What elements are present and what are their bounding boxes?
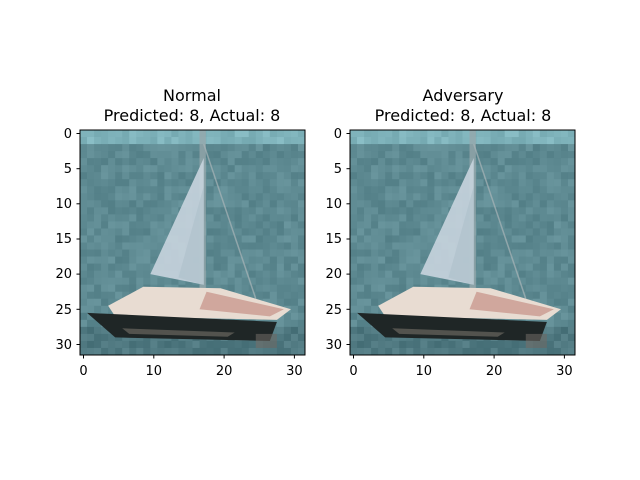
y-tick-label: 25	[325, 303, 342, 318]
y-tick-label: 15	[325, 232, 342, 247]
y-tick-label: 5	[64, 162, 72, 177]
water-background	[350, 130, 576, 356]
sailboat-image	[80, 130, 306, 356]
x-tick-label: 10	[416, 364, 433, 379]
y-tick-label: 10	[325, 197, 342, 212]
stern	[525, 333, 547, 348]
x-tick-label: 30	[286, 364, 303, 379]
y-tick-label: 0	[64, 127, 72, 142]
axes-frame	[349, 129, 576, 356]
hull-pink	[469, 291, 554, 317]
x-tick-label: 20	[216, 364, 233, 379]
y-tick-label: 15	[55, 232, 72, 247]
x-tick-label: 0	[349, 364, 357, 379]
rigging	[203, 143, 257, 299]
stern	[255, 333, 277, 348]
y-tick-label: 0	[334, 127, 342, 142]
y-tick-label: 20	[325, 267, 342, 282]
panel-normal: Normal Predicted: 8, Actual: 8 0 5 10 15…	[55, 86, 306, 379]
rigging	[473, 143, 527, 299]
x-tick-label: 30	[556, 364, 573, 379]
panel-subtitle: Predicted: 8, Actual: 8	[375, 106, 552, 125]
x-axis: 0 10 20 30	[349, 355, 573, 379]
panel-title: Adversary	[423, 86, 504, 105]
y-tick-label: 10	[55, 197, 72, 212]
panel-adversary: Adversary Predicted: 8, Actual: 8 0 5 10…	[325, 86, 576, 379]
panel-title: Normal	[163, 86, 221, 105]
x-tick-label: 0	[79, 364, 87, 379]
x-axis: 0 10 20 30	[79, 355, 303, 379]
hull-waterline	[122, 328, 235, 337]
x-tick-label: 20	[486, 364, 503, 379]
y-tick-label: 25	[55, 303, 72, 318]
hull-waterline	[392, 328, 505, 337]
y-tick-label: 20	[55, 267, 72, 282]
panel-subtitle: Predicted: 8, Actual: 8	[104, 106, 281, 125]
y-tick-label: 5	[334, 162, 342, 177]
hull-pink	[199, 291, 284, 317]
y-axis: 0 5 10 15 20 25 30	[55, 127, 80, 353]
x-tick-label: 10	[146, 364, 163, 379]
y-axis: 0 5 10 15 20 25 30	[325, 127, 350, 353]
sail-shade	[178, 186, 204, 285]
sailboat-image	[350, 130, 576, 356]
sail-shade	[448, 186, 474, 285]
axes-frame	[79, 129, 306, 356]
y-tick-label: 30	[325, 338, 342, 353]
y-tick-label: 30	[55, 338, 72, 353]
